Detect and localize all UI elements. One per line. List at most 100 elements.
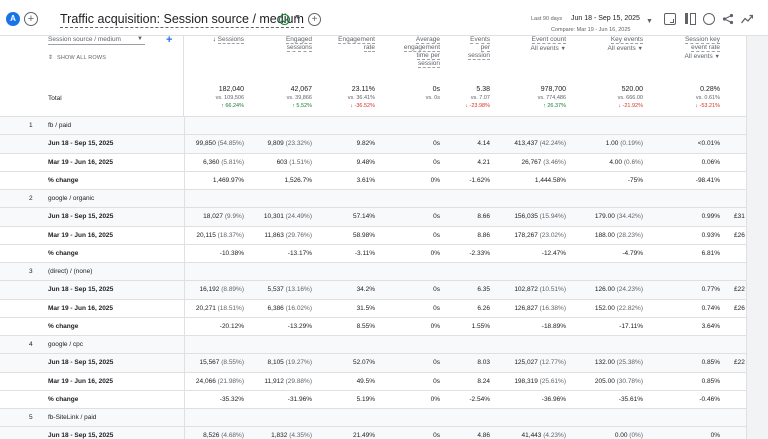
row-dimension-label[interactable]: fb-SiteLink / paid [48,414,97,421]
event-filter-select[interactable]: All events ▼ [492,45,566,53]
total-compare-value: vs. 0.61% [695,95,720,101]
table-cell: 1.55% [422,323,490,330]
column-divider [184,409,185,427]
cell-percent: (4.23%) [541,432,566,439]
cell-value: 8,526 [203,432,220,439]
table-cell: -3.11% [295,250,375,257]
date-range-picker[interactable]: Jun 18 - Sep 15, 2025 [571,15,640,22]
add-comparison-button[interactable]: + [24,12,38,26]
check-circle-icon [279,14,290,25]
add-icon[interactable]: + [308,13,321,26]
event-filter-select[interactable]: All events ▼ [646,53,720,61]
row-dimension-label[interactable]: fb / paid [48,122,72,129]
table-cell: 6,360 (5.81%) [164,159,244,166]
cell-value: 1,469.97% [212,176,244,184]
cell-percent: (0%) [627,432,643,439]
insights-icon[interactable] [703,13,715,25]
column-header[interactable]: Events per session [442,36,490,60]
cell-value: -13.17% [287,249,312,257]
cell-percent: (3.46%) [541,158,566,166]
table-group-row: 3 (direct) / (none) [0,262,746,281]
compare-icon[interactable] [684,13,696,25]
cell-percent: (30.78%) [614,377,643,385]
cell-value: 34.2% [356,286,375,294]
table-cell: 21.49% [295,432,375,439]
scrollbar-gutter[interactable] [746,36,768,439]
column-divider [184,427,185,439]
cell-percent: (19.27%) [283,359,312,367]
cell-value: 18,027 [203,213,224,221]
trend-icon[interactable] [741,13,753,25]
table-cell: 41,443 (4.23%) [472,432,566,439]
cell-percent: (8.55%) [219,359,244,367]
share-icon[interactable] [722,13,734,25]
cell-value: 58.98% [352,231,375,239]
table-cell: 11,912 (29.88%) [226,378,312,385]
report-icon[interactable] [664,13,676,25]
table-cell: 11,863 (29.76%) [226,232,312,239]
column-header-label: engagement [403,44,440,52]
row-period-label: Mar 19 - Jun 16, 2025 [48,231,114,239]
row-dimension-label[interactable]: google / organic [48,195,95,202]
total-change: ↓ -53.21% [695,103,720,109]
chevron-down-icon: ▼ [714,54,720,60]
table-cell-truncated: £22 [734,286,745,294]
table-cell: -36.96% [472,396,566,403]
avatar[interactable]: A [6,12,20,26]
chevron-down-icon[interactable]: ▼ [294,14,301,21]
table-cell: 16,192 (8.89%) [164,286,244,293]
dimension-select[interactable]: Session source / medium ▼ [48,36,145,45]
cell-value: 9.48% [356,158,375,166]
cell-percent: (5.81%) [219,158,244,166]
sort-arrow-icon: ↓ [212,36,218,43]
table-cell: 126.00 (24.23%) [549,286,643,293]
cell-value: 0s [433,140,440,148]
table-cell: -1.62% [422,177,490,184]
cell-value: 0s [433,304,440,312]
cell-value: 0s [433,231,440,239]
column-header[interactable]: ↓ Sessions [184,36,244,44]
table-cell: 413,437 (42.24%) [472,140,566,147]
cell-value: -75% [627,176,643,184]
column-header[interactable]: Engagement rate [315,36,375,52]
total-value: 23.11% [351,86,375,93]
cell-percent: (23.02%) [537,231,566,239]
table-cell: 102,872 (10.51%) [472,286,566,293]
row-dimension-label[interactable]: google / cpc [48,341,84,348]
column-divider [184,336,185,354]
cell-value: 178,267 [514,231,538,239]
table-cell: 125,027 (12.77%) [472,359,566,366]
table-cell: 0s [356,213,440,220]
table-group-row: 2 google / organic [0,189,746,208]
column-header-label: Engaged [285,36,312,44]
cell-percent: (24.49%) [283,213,312,221]
cell-value: 0.06% [701,158,720,166]
table-cell: -18.89% [472,323,566,330]
cell-value: 1.55% [471,322,490,330]
cell-value: 8.24 [477,377,490,385]
row-period-label: Jun 18 - Sep 15, 2025 [48,140,114,148]
cell-value: 9.82% [356,140,375,148]
total-value: 0.28% [700,86,720,93]
column-header[interactable]: Session key event rate All events ▼ [646,36,720,61]
date-range-chevron-icon[interactable]: ▼ [646,18,653,25]
chevron-down-icon: ▼ [137,36,143,42]
row-dimension-label[interactable]: (direct) / (none) [48,268,93,275]
cell-percent: (13.16%) [283,286,312,294]
cell-percent: (29.76%) [283,231,312,239]
show-all-rows-button[interactable]: ⇕ SHOW ALL ROWS [48,55,106,61]
event-filter-select[interactable]: All events ▼ [569,45,643,53]
page-title[interactable]: Traffic acquisition: Session source / me… [60,12,304,28]
table-cell: 0s [356,359,440,366]
cell-percent: (0.6%) [622,158,643,166]
column-header[interactable]: Average engagement time per session [376,36,440,68]
cell-value: 5.19% [356,395,375,403]
column-divider [184,190,185,208]
add-dimension-button[interactable]: + [166,36,173,46]
table-cell: 1,469.97% [164,177,244,184]
column-header[interactable]: Key events All events ▼ [569,36,643,53]
cell-value: -4.79% [622,249,643,257]
column-header[interactable]: Engaged sessions [246,36,312,52]
column-header-label: Event count [531,36,566,44]
column-header[interactable]: Event count All events ▼ [492,36,566,53]
